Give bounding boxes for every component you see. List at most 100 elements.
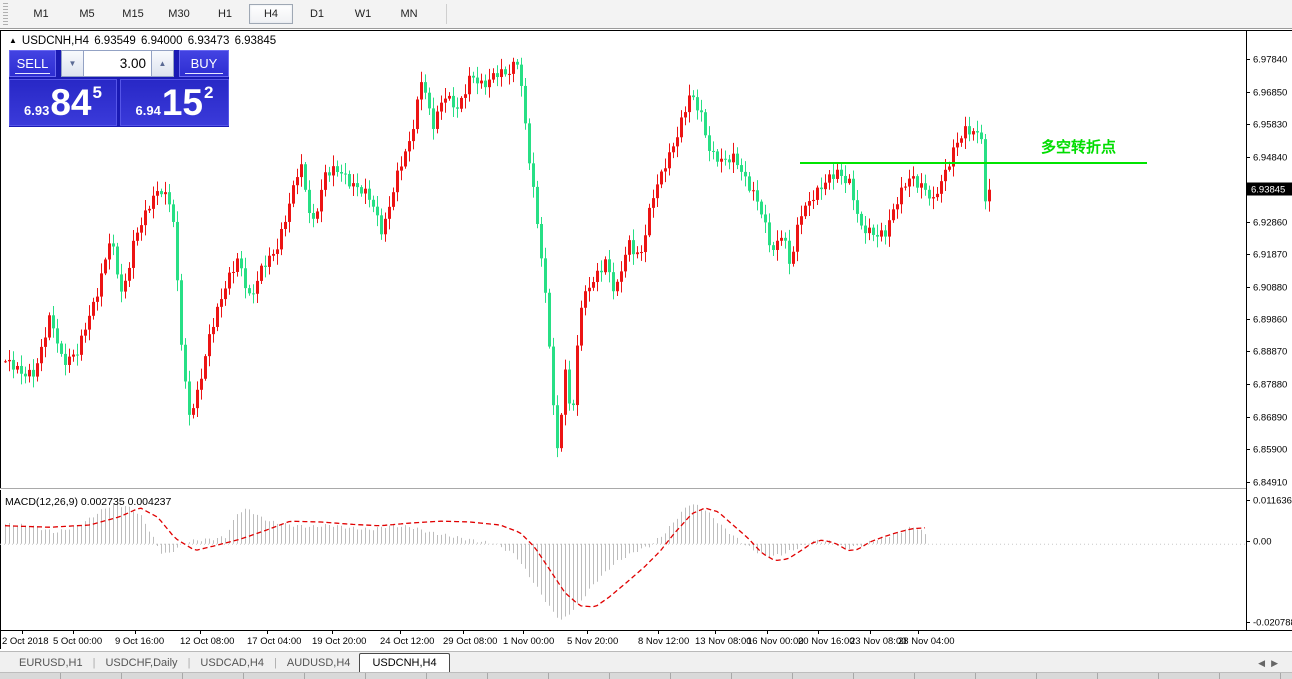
- candle-body: [468, 75, 471, 95]
- timeframe-button-h1[interactable]: H1: [217, 8, 233, 20]
- tab-separator: |: [187, 657, 191, 669]
- candle-body: [796, 224, 799, 252]
- time-axis-label[interactable]: 29 Oct 08:00: [443, 636, 497, 647]
- chart-tab-audusd-h4[interactable]: AUDUSD,H4: [286, 657, 351, 669]
- timeframe-button-m5[interactable]: M5: [79, 8, 95, 20]
- volume-input[interactable]: 3.00: [84, 50, 151, 77]
- volume-increase-button[interactable]: ▲: [151, 50, 174, 77]
- tab-scroll-right-icon[interactable]: ▶: [1271, 658, 1284, 668]
- timeframe-button-m30[interactable]: M30: [168, 8, 190, 20]
- candle-body: [228, 272, 231, 289]
- candle-body: [336, 166, 339, 173]
- candle-body: [204, 356, 207, 379]
- price-axis-label[interactable]: 6.91870: [1253, 250, 1287, 261]
- buy-button[interactable]: BUY: [179, 50, 229, 77]
- time-axis-label[interactable]: 9 Oct 16:00: [115, 636, 164, 647]
- candle-body: [664, 168, 667, 172]
- price-axis-label[interactable]: 6.88870: [1253, 347, 1287, 358]
- price-axis-label[interactable]: 6.97840: [1253, 55, 1287, 66]
- candle-body: [716, 151, 719, 162]
- macd-axis-label[interactable]: -0.020788: [1253, 618, 1292, 629]
- price-axis-label[interactable]: 6.96850: [1253, 88, 1287, 99]
- tab-scroll-arrows[interactable]: ◀▶: [1258, 658, 1292, 673]
- sell-button[interactable]: SELL: [9, 50, 56, 77]
- candle-body: [852, 178, 855, 201]
- candle-body: [284, 221, 287, 229]
- time-axis-label[interactable]: 13 Nov 08:00: [695, 636, 752, 647]
- timeframe-button-m15[interactable]: M15: [122, 8, 144, 20]
- candle-body: [396, 170, 399, 193]
- time-axis-label[interactable]: 16 Nov 00:00: [747, 636, 804, 647]
- chart-tab-usdcad-h4[interactable]: USDCAD,H4: [200, 657, 264, 669]
- time-axis-label[interactable]: 2 Oct 2018: [2, 636, 48, 647]
- macd-axis-label[interactable]: 0.011636: [1253, 496, 1292, 507]
- candle-body: [744, 171, 747, 177]
- price-axis-label[interactable]: 6.90880: [1253, 283, 1287, 294]
- chart-tab-usdchf-daily[interactable]: USDCHF,Daily: [105, 657, 178, 669]
- price-axis-label[interactable]: 6.87880: [1253, 380, 1287, 391]
- candle-body: [272, 253, 275, 256]
- candle-body: [128, 267, 131, 281]
- time-axis-label[interactable]: 20 Nov 16:00: [798, 636, 855, 647]
- timeframe-button-mn[interactable]: MN: [400, 8, 418, 20]
- candle-body: [92, 301, 95, 316]
- timeframe-button-m1[interactable]: M1: [33, 8, 49, 20]
- candle-body: [692, 95, 695, 98]
- time-axis-label[interactable]: 24 Oct 12:00: [380, 636, 434, 647]
- candle-body: [404, 151, 407, 167]
- candle-body: [948, 166, 951, 170]
- bid-price-display: 6.93 84 5: [9, 79, 117, 126]
- candle-body: [636, 252, 639, 255]
- candle-body: [448, 95, 451, 99]
- candle-body: [900, 187, 903, 205]
- price-axis-label[interactable]: 6.89860: [1253, 315, 1287, 326]
- candle-body: [432, 108, 435, 129]
- candle-body: [296, 177, 299, 186]
- candle-body: [860, 213, 863, 226]
- time-axis-label[interactable]: 8 Nov 12:00: [638, 636, 689, 647]
- time-axis-label[interactable]: 5 Nov 20:00: [567, 636, 618, 647]
- candle-body: [568, 369, 571, 404]
- macd-axis-label[interactable]: 0.00: [1253, 537, 1272, 548]
- time-axis-label[interactable]: 28 Nov 04:00: [898, 636, 955, 647]
- time-axis-label[interactable]: 12 Oct 08:00: [180, 636, 234, 647]
- annotation-label[interactable]: 多空转折点: [1041, 138, 1116, 156]
- price-axis-label[interactable]: 6.86890: [1253, 413, 1287, 424]
- time-axis-label[interactable]: 23 Nov 08:00: [850, 636, 907, 647]
- price-axis-label[interactable]: 6.95830: [1253, 120, 1287, 131]
- timeframe-button-w1[interactable]: W1: [354, 8, 372, 20]
- ohlc-low: 6.93473: [187, 35, 230, 47]
- timeframe-button-h4[interactable]: H4: [249, 4, 293, 24]
- toolbar-grip-handle[interactable]: [3, 3, 8, 25]
- price-axis-label[interactable]: 6.94840: [1253, 153, 1287, 164]
- volume-decrease-button[interactable]: ▼: [61, 50, 84, 77]
- candle-body: [36, 363, 39, 377]
- collapse-quote-panel-icon[interactable]: ▲: [9, 36, 17, 45]
- price-axis-label[interactable]: 6.85900: [1253, 445, 1287, 456]
- macd-indicator-label: MACD(12,26,9) 0.002735 0.004237: [5, 496, 172, 508]
- chart-tab-eurusd-h1[interactable]: EURUSD,H1: [19, 657, 83, 669]
- time-axis-label[interactable]: 5 Oct 00:00: [53, 636, 102, 647]
- candle-body: [952, 147, 955, 167]
- candle-body: [240, 258, 243, 269]
- tab-scroll-left-icon[interactable]: ◀: [1258, 658, 1272, 668]
- time-axis-label[interactable]: 17 Oct 04:00: [247, 636, 301, 647]
- candle-body: [896, 204, 899, 210]
- timeframe-button-d1[interactable]: D1: [309, 8, 325, 20]
- candle-body: [308, 189, 311, 214]
- candle-body: [136, 232, 139, 241]
- time-axis-label[interactable]: 1 Nov 00:00: [503, 636, 554, 647]
- candle-body: [348, 174, 351, 187]
- price-axis-label[interactable]: 6.84910: [1253, 478, 1287, 489]
- candle-body: [56, 328, 59, 344]
- candle-body: [508, 73, 511, 75]
- price-axis-label[interactable]: 6.92860: [1253, 218, 1287, 229]
- candle-body: [572, 403, 575, 406]
- candle-body: [332, 166, 335, 176]
- candle-body: [752, 190, 755, 192]
- candle-body: [640, 252, 643, 254]
- chart-tab-usdcnh-h4[interactable]: USDCNH,H4: [359, 653, 450, 674]
- candle-body: [192, 408, 195, 415]
- time-axis-label[interactable]: 19 Oct 20:00: [312, 636, 366, 647]
